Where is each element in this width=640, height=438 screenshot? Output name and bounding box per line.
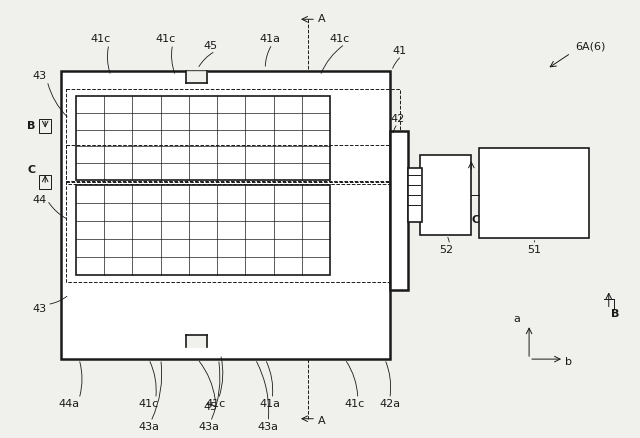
- Bar: [479, 148, 589, 238]
- Text: B: B: [27, 120, 35, 131]
- Bar: [420, 155, 471, 235]
- Bar: [408, 168, 422, 222]
- Bar: [390, 131, 408, 290]
- Text: 45: 45: [204, 41, 218, 51]
- Text: 43a: 43a: [198, 422, 219, 432]
- Circle shape: [147, 146, 179, 178]
- Text: 52: 52: [440, 245, 454, 255]
- Text: 51: 51: [527, 245, 541, 255]
- Text: 44a: 44a: [58, 399, 79, 409]
- Circle shape: [75, 146, 107, 178]
- Bar: [76, 96, 330, 180]
- Text: 42: 42: [390, 113, 404, 124]
- Text: C: C: [27, 165, 35, 175]
- Circle shape: [111, 146, 143, 178]
- Circle shape: [218, 146, 250, 178]
- Text: A: A: [318, 14, 326, 24]
- Circle shape: [182, 146, 214, 178]
- Text: 42a: 42a: [379, 399, 400, 409]
- Text: b: b: [565, 357, 572, 367]
- Bar: [39, 119, 51, 133]
- Circle shape: [290, 146, 322, 178]
- Text: 41c: 41c: [345, 399, 365, 409]
- Bar: [66, 89, 399, 184]
- Text: 41c: 41c: [205, 399, 225, 409]
- Text: 41c: 41c: [156, 34, 176, 44]
- Text: 45: 45: [204, 402, 218, 412]
- Text: B: B: [611, 309, 619, 319]
- Bar: [66, 145, 399, 181]
- Text: 41a: 41a: [260, 34, 281, 44]
- Bar: [186, 335, 207, 347]
- Text: a: a: [514, 314, 520, 325]
- Text: 41c: 41c: [91, 34, 111, 44]
- Bar: [39, 175, 51, 189]
- Bar: [61, 71, 390, 359]
- Text: 43: 43: [32, 71, 46, 81]
- Text: 43a: 43a: [138, 422, 159, 432]
- Circle shape: [254, 146, 286, 178]
- Text: 41: 41: [392, 46, 406, 56]
- Text: 41c: 41c: [330, 34, 350, 44]
- Text: 43a: 43a: [258, 422, 279, 432]
- Text: C: C: [471, 215, 479, 225]
- Bar: [66, 182, 399, 282]
- Text: 43: 43: [32, 304, 46, 314]
- Text: A: A: [318, 416, 326, 426]
- Text: 6A(6): 6A(6): [575, 41, 606, 51]
- Bar: [76, 185, 330, 275]
- Text: 41a: 41a: [260, 399, 281, 409]
- Text: 41c: 41c: [139, 399, 159, 409]
- Text: 44: 44: [32, 195, 46, 205]
- Bar: [186, 71, 207, 83]
